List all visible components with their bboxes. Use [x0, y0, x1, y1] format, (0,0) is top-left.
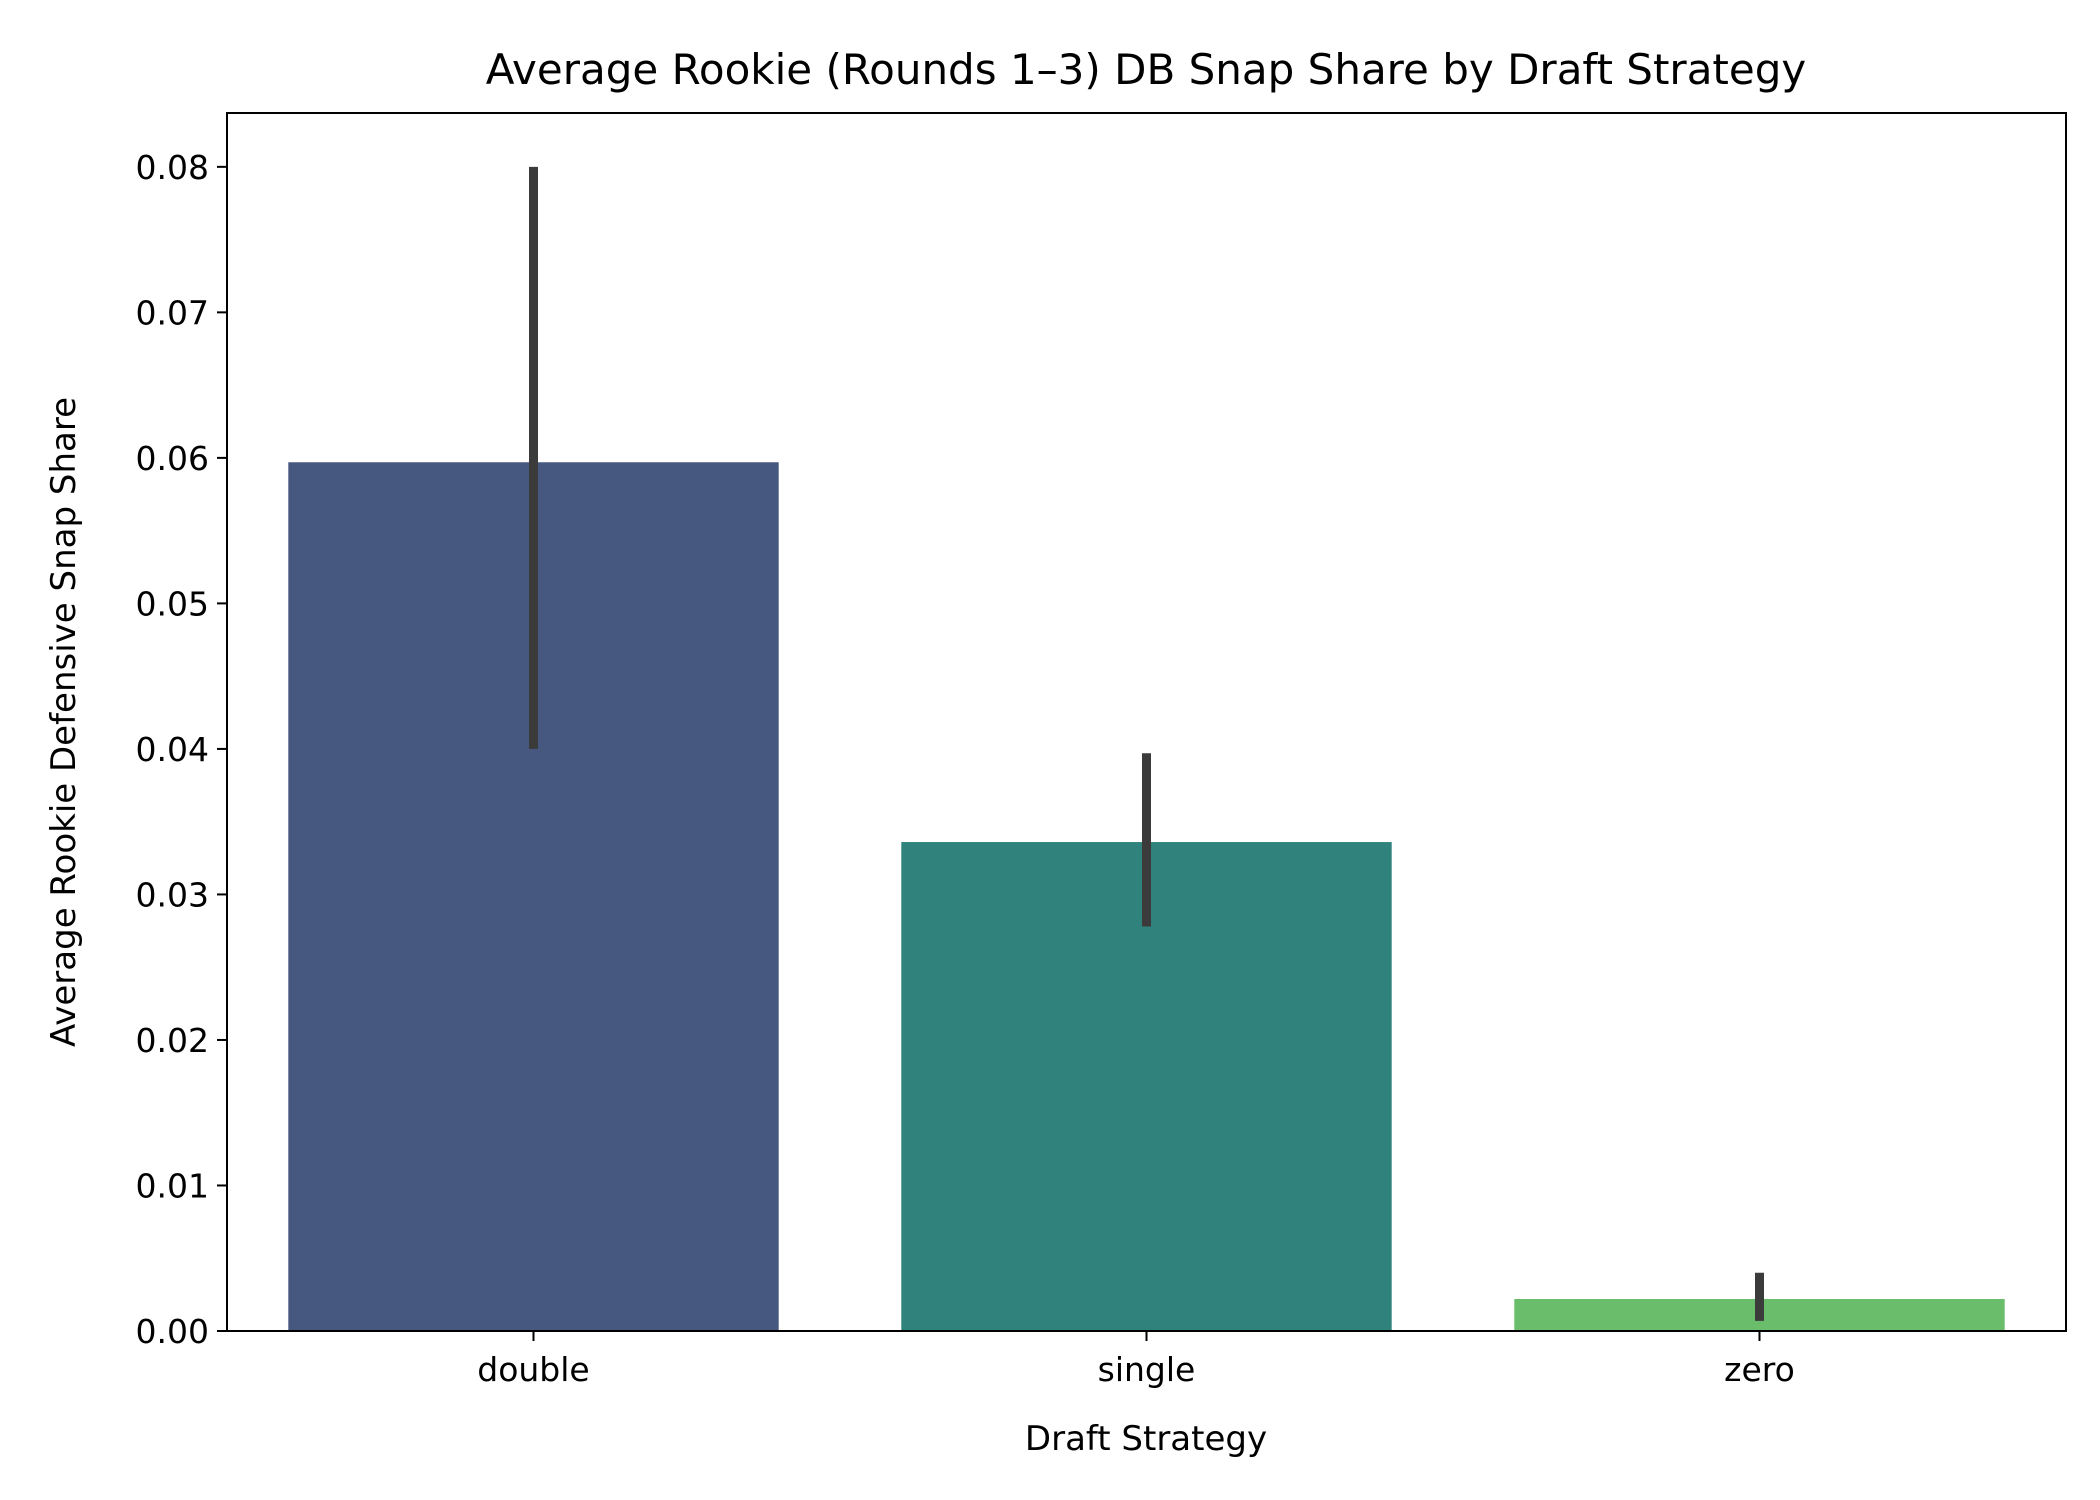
y-tick-label: 0.02: [136, 1021, 209, 1060]
error-bars-group: [529, 166, 1764, 1321]
plot-frame: [226, 112, 2067, 1332]
y-tick-label: 0.07: [136, 293, 209, 332]
y-tick-label: 0.04: [136, 730, 209, 769]
x-tick-label-double: double: [477, 1350, 589, 1389]
y-tick-label: 0.06: [136, 439, 209, 478]
chart-title: Average Rookie (Rounds 1–3) DB Snap Shar…: [486, 45, 1807, 94]
y-tick-label: 0.08: [136, 148, 209, 187]
x-tick-label-single: single: [1098, 1350, 1196, 1389]
y-tick-label: 0.00: [136, 1312, 209, 1351]
y-tick-label: 0.01: [136, 1166, 209, 1205]
y-axis-label: Average Rookie Defensive Snap Share: [44, 397, 84, 1047]
x-axis: double single zero: [477, 1331, 1795, 1389]
x-tick-label-zero: zero: [1724, 1350, 1795, 1389]
y-tick-label: 0.03: [136, 875, 209, 914]
y-tick-label: 0.05: [136, 584, 209, 623]
x-axis-label: Draft Strategy: [1025, 1419, 1267, 1459]
y-axis: 0.00 0.01 0.02 0.03 0.04 0.05 0.06 0.07 0.08: [136, 148, 227, 1351]
